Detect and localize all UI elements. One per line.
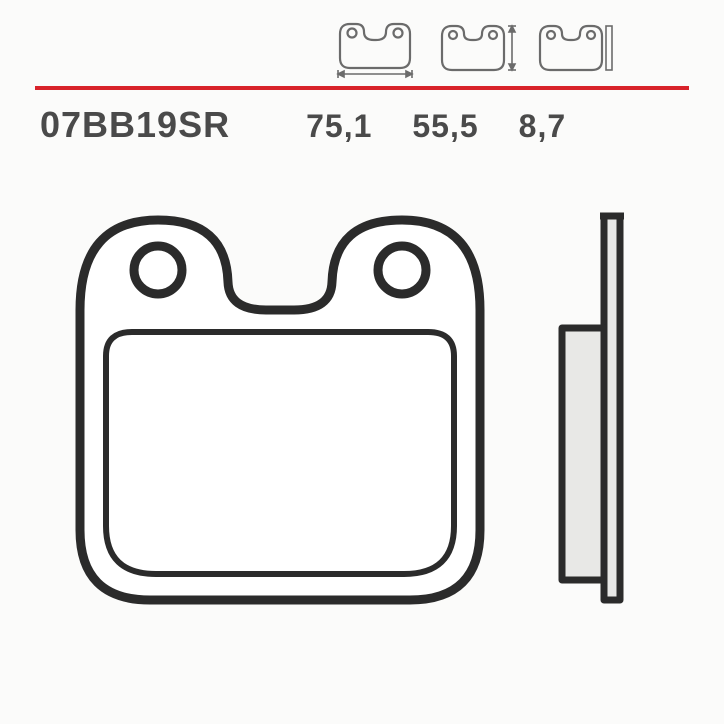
dimension-values: 75,1 55,5 8,7	[306, 108, 566, 145]
height-value: 55,5	[412, 108, 478, 145]
side-view	[562, 216, 624, 600]
front-view	[80, 220, 480, 600]
product-spec-card: 07BB19SR 75,1 55,5 8,7	[0, 0, 724, 724]
dimension-icons-row	[330, 18, 616, 80]
brakepad-width-icon	[330, 18, 420, 80]
width-dimension-icon	[330, 18, 420, 80]
part-number: 07BB19SR	[40, 104, 230, 146]
brakepad-outline-svg	[50, 200, 670, 660]
divider-rule	[35, 86, 689, 90]
brakepad-height-icon	[436, 18, 518, 80]
thickness-value: 8,7	[519, 108, 566, 145]
technical-drawing	[50, 200, 670, 660]
thickness-dimension-icon	[534, 18, 616, 80]
brakepad-thickness-icon	[534, 18, 616, 80]
height-dimension-icon	[436, 18, 518, 80]
spec-row: 07BB19SR 75,1 55,5 8,7	[40, 104, 684, 146]
width-value: 75,1	[306, 108, 372, 145]
